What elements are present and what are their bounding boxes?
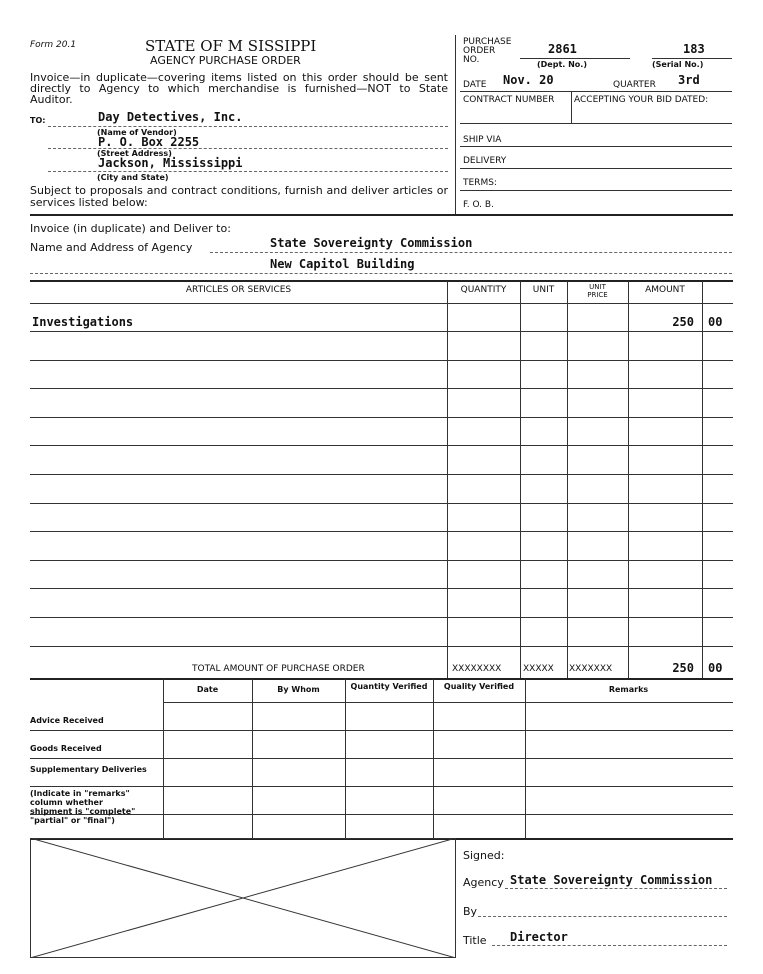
row-rule <box>30 531 733 533</box>
date-label: DATE <box>463 80 487 90</box>
po-label: PURCHASE ORDER NO. <box>463 37 512 65</box>
receipt-header: Quantity Verified <box>350 682 428 691</box>
receipt-header: By Whom <box>277 685 320 694</box>
column-divider <box>520 281 521 678</box>
vendor-name: Day Detectives, Inc. <box>98 110 243 124</box>
total-unit-price: XXXXXXX <box>569 664 613 674</box>
receipt-row-label: (Indicate in "remarks" column whether sh… <box>30 789 136 825</box>
item-amount-cents: 00 <box>708 315 723 329</box>
column-divider <box>567 281 568 678</box>
column-divider <box>628 281 629 678</box>
form-title: STATE OF M SISSIPPI <box>145 37 317 55</box>
serial-number: 183 <box>683 42 705 56</box>
receipt-header: Date <box>196 685 219 694</box>
form-number: Form 20.1 <box>30 40 77 50</box>
dept-number: 2861 <box>548 42 577 56</box>
row-rule <box>30 445 733 447</box>
column-header: QUANTITY <box>460 285 507 295</box>
row-rule <box>30 502 733 504</box>
vendor-name-label: (Name of Vendor) <box>97 128 177 137</box>
total-unit: XXXXX <box>523 664 554 674</box>
fob-label: F. O. B. <box>463 200 494 210</box>
vendor-street-label: (Street Address) <box>97 149 172 158</box>
receipt-row-label: Supplementary Deliveries <box>30 765 147 774</box>
by-label: By <box>463 905 478 918</box>
vendor-street: P. O. Box 2255 <box>98 135 200 149</box>
column-divider <box>447 281 448 678</box>
column-header: ARTICLES OR SERVICES <box>185 285 292 295</box>
row-rule <box>30 359 733 361</box>
terms-label: TERMS: <box>463 178 497 188</box>
row-rule <box>30 559 733 561</box>
row-rule <box>30 588 733 590</box>
total-quantity: XXXXXXXX <box>452 664 502 674</box>
ship-via-label: SHIP VIA <box>463 135 502 145</box>
item-amount-dollars: 250 <box>672 315 694 329</box>
vendor-city-label: (City and State) <box>97 173 169 182</box>
dept-label: (Dept. No.) <box>537 60 587 69</box>
column-header: UNIT <box>532 285 555 295</box>
agency-label: Name and Address of Agency <box>30 241 193 254</box>
header-rule <box>30 303 733 304</box>
agency-address: New Capitol Building <box>270 257 415 271</box>
quarter: 3rd <box>678 73 700 87</box>
total-dollars: 250 <box>672 661 694 675</box>
order-date: Nov. 20 <box>503 73 554 87</box>
row-rule <box>30 617 733 618</box>
row-rule <box>30 416 733 418</box>
receipt-row-rule <box>163 702 733 703</box>
item-article: Investigations <box>32 315 134 329</box>
signature-agency-label: Agency <box>463 876 504 889</box>
contract-label: CONTRACT NUMBER <box>463 95 555 105</box>
column-header: AMOUNT <box>645 285 685 295</box>
signature-title: Director <box>510 930 568 944</box>
to-label: TO: <box>30 116 46 125</box>
total-rule <box>30 678 733 680</box>
delivery-label: DELIVERY <box>463 156 507 166</box>
total-cents: 00 <box>708 661 723 675</box>
row-rule <box>30 474 733 475</box>
signature-agency: State Sovereignty Commission <box>510 873 713 887</box>
table-top-rule <box>30 280 733 282</box>
quarter-label: QUARTER <box>613 80 656 90</box>
subject-text: Subject to proposals and contract condit… <box>30 184 448 209</box>
bid-label: ACCEPTING YOUR BID DATED: <box>574 95 709 105</box>
receipt-header: Quality Verified <box>443 682 515 691</box>
row-rule <box>30 331 733 332</box>
title-label: Title <box>463 934 487 947</box>
total-label: TOTAL AMOUNT OF PURCHASE ORDER <box>192 664 365 674</box>
receipt-header: Remarks <box>608 685 649 694</box>
receipt-row-rule <box>30 758 733 759</box>
receipt-row-label: Goods Received <box>30 744 102 753</box>
receipt-row-label: Advice Received <box>30 716 104 725</box>
row-rule <box>30 388 733 390</box>
signed-label: Signed: <box>463 849 505 862</box>
receipt-row-rule <box>30 814 733 815</box>
row-rule <box>30 645 733 647</box>
vendor-city: Jackson, Mississippi <box>98 156 243 170</box>
column-header: UNIT PRICE <box>587 283 608 299</box>
serial-label: (Serial No.) <box>652 60 704 69</box>
agency-name: State Sovereignty Commission <box>270 236 473 250</box>
form-subtitle: AGENCY PURCHASE ORDER <box>150 54 301 67</box>
receipt-row-rule <box>30 730 733 731</box>
instructions: Invoice—in duplicate—covering items list… <box>30 71 448 106</box>
receipt-row-rule <box>30 786 733 787</box>
column-divider <box>702 281 703 678</box>
deliver-label: Invoice (in duplicate) and Deliver to: <box>30 222 231 235</box>
void-cross-box <box>30 838 456 958</box>
